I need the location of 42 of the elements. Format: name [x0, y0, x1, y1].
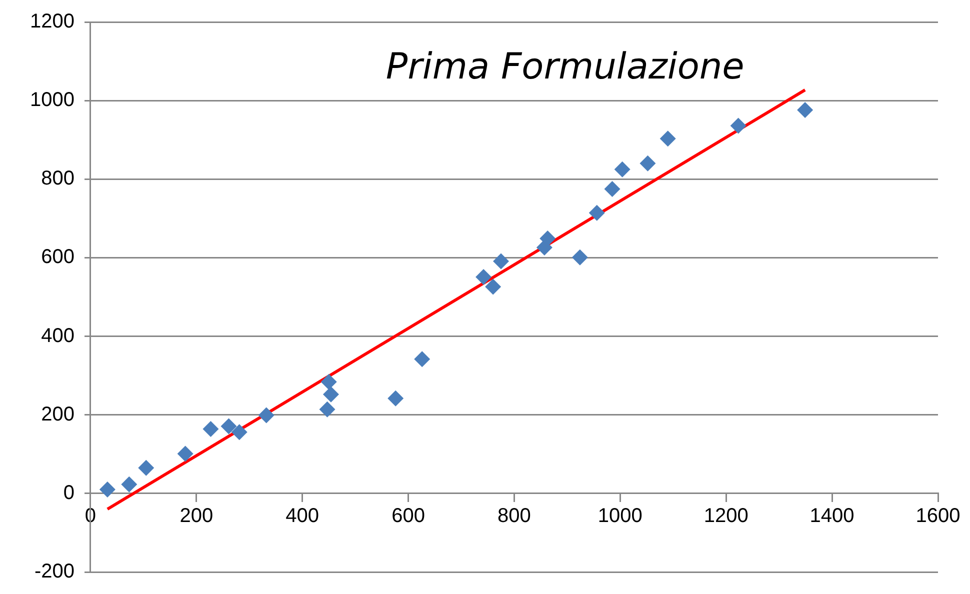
- point: [322, 386, 339, 402]
- x-tick-label: 600: [392, 504, 425, 527]
- point: [485, 278, 502, 295]
- x-tick-label: 1600: [916, 504, 960, 527]
- y-tick-label: 600: [41, 246, 74, 268]
- y-tick-label: 1200: [30, 10, 74, 33]
- y-tick-label: 1000: [30, 89, 74, 112]
- point: [604, 180, 620, 197]
- x-tick-label: 800: [498, 504, 531, 527]
- y-tick-label: 400: [41, 324, 74, 347]
- point: [476, 268, 492, 285]
- x-tick-label: 400: [286, 504, 320, 527]
- point: [388, 390, 404, 406]
- point: [540, 230, 556, 246]
- point: [614, 161, 630, 178]
- point: [572, 249, 588, 266]
- point: [588, 204, 605, 221]
- x-tick-label: 200: [180, 504, 214, 527]
- point: [99, 482, 116, 498]
- y-tick-label: -200: [34, 560, 74, 583]
- x-tick-label: 1200: [704, 504, 748, 527]
- x-tick-label: 1400: [810, 504, 854, 527]
- point: [231, 424, 248, 440]
- point: [177, 446, 194, 462]
- point: [730, 118, 746, 134]
- y-tick-label: 200: [41, 403, 74, 426]
- point: [660, 130, 676, 147]
- point: [121, 476, 138, 492]
- point: [640, 155, 656, 172]
- text: Prima Formulazione: [386, 46, 744, 88]
- point: [258, 407, 274, 424]
- point: [220, 418, 237, 434]
- point: [493, 253, 510, 270]
- point: [138, 460, 154, 476]
- y-tick-label: 800: [41, 168, 74, 190]
- y-tick-label: 0: [63, 482, 74, 504]
- point: [319, 401, 336, 418]
- point: [320, 374, 337, 390]
- point: [414, 351, 430, 368]
- point: [797, 102, 814, 118]
- x-tick-label: 1000: [598, 504, 642, 527]
- point: [202, 421, 219, 437]
